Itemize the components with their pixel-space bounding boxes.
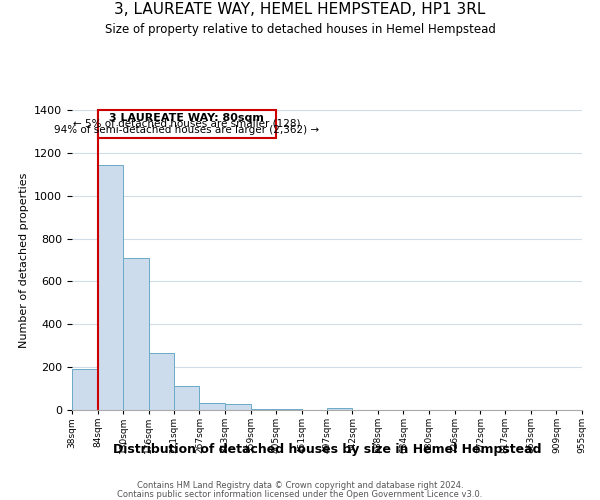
Bar [251,409,276,410]
Text: Contains public sector information licensed under the Open Government Licence v3: Contains public sector information licen… [118,490,482,499]
Text: 3, LAUREATE WAY, HEMEL HEMPSTEAD, HP1 3RL: 3, LAUREATE WAY, HEMEL HEMPSTEAD, HP1 3R… [115,2,485,18]
Bar [149,352,174,410]
Y-axis label: Number of detached properties: Number of detached properties [19,172,29,348]
Bar [174,386,199,410]
Text: Contains HM Land Registry data © Crown copyright and database right 2024.: Contains HM Land Registry data © Crown c… [137,481,463,490]
Bar [98,164,123,410]
Bar [72,369,98,410]
FancyBboxPatch shape [98,110,276,138]
Text: Size of property relative to detached houses in Hemel Hempstead: Size of property relative to detached ho… [104,22,496,36]
Text: 3 LAUREATE WAY: 80sqm: 3 LAUREATE WAY: 80sqm [109,113,264,123]
Text: Distribution of detached houses by size in Hemel Hempstead: Distribution of detached houses by size … [113,442,541,456]
Bar [327,408,352,410]
Text: 94% of semi-detached houses are larger (2,362) →: 94% of semi-detached houses are larger (… [54,124,319,134]
Bar [225,404,251,410]
Bar [123,258,149,410]
Bar [199,403,225,410]
Text: ← 5% of detached houses are smaller (128): ← 5% of detached houses are smaller (128… [73,119,301,129]
